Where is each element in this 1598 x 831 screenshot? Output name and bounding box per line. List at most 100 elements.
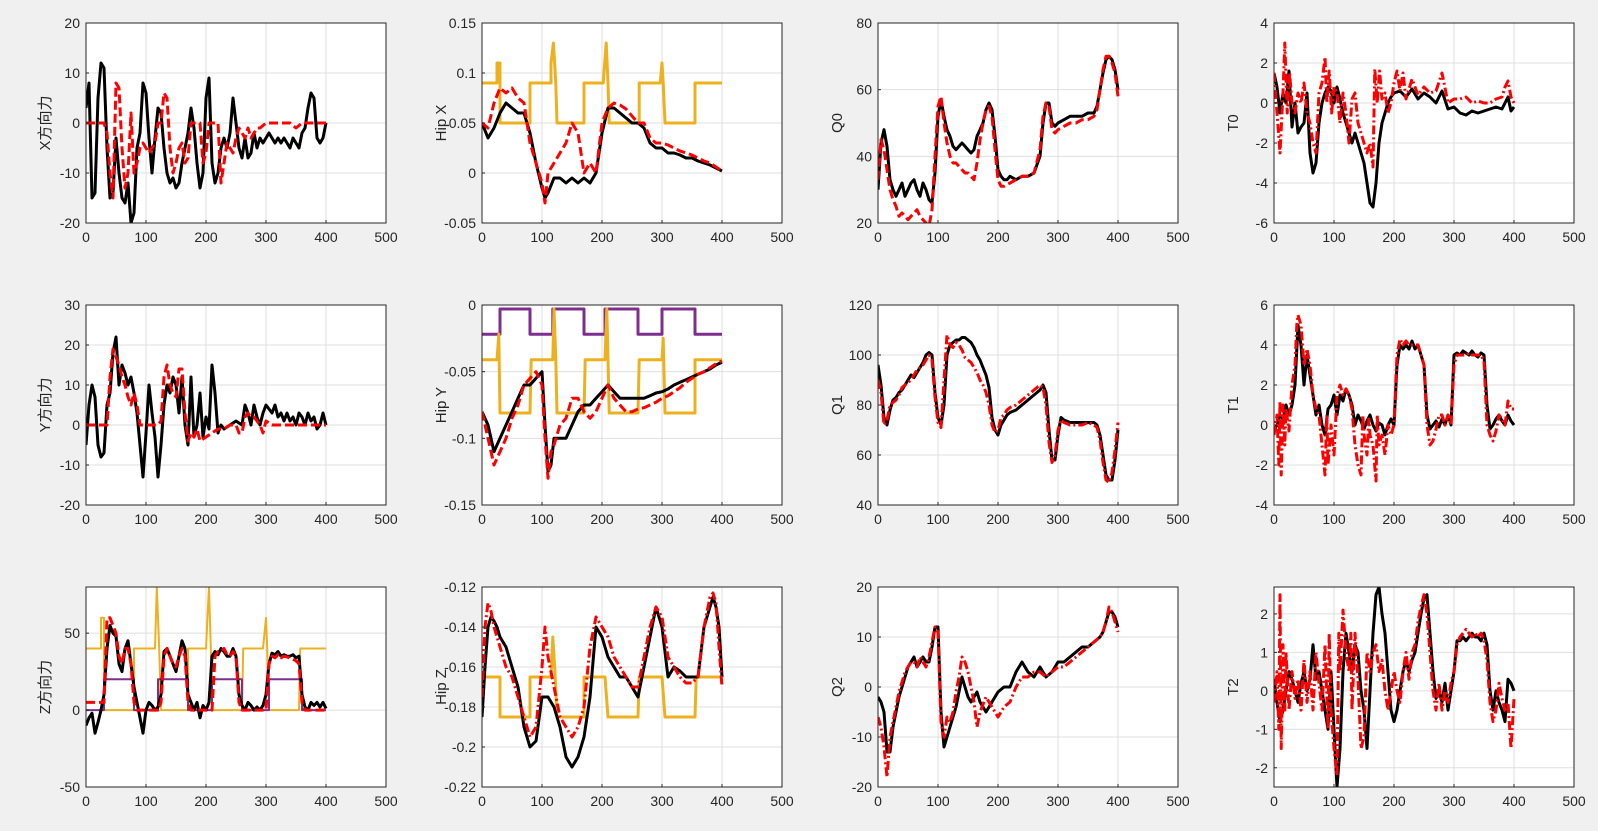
x-tick-label: 300 [650,511,674,527]
x-tick-label: 0 [1270,511,1278,527]
y-tick-label: -50 [60,779,80,795]
x-tick-label: 100 [1322,511,1346,527]
y-tick-label: -10 [60,165,80,181]
y-tick-label: -0.18 [444,699,476,715]
y-tick-label: 0.15 [449,15,476,31]
x-tick-label: 100 [1322,229,1346,245]
axes-box [1273,586,1575,788]
y-tick-label: 80 [856,15,872,31]
subplot-0-2: 0 100 200 300 400 500 20 40 60 80 Q0 [829,15,1190,245]
x-tick-label: 400 [710,229,734,245]
y-axis-label: Hip Y [433,387,450,423]
y-tick-label: -0.12 [444,579,476,595]
series-line-2 [482,360,723,474]
y-tick-label: -0.14 [444,619,476,635]
y-tick-label: 0 [1260,683,1268,699]
y-tick-label: 20 [64,337,80,353]
y-axis-label: Y方向力 [37,377,54,432]
subplot-0-0: 0 100 200 300 400 500 -20 -10 0 10 20 X方向力 [37,15,398,245]
x-tick-label: 200 [986,793,1010,809]
axes-box [1273,22,1575,224]
y-tick-label: -10 [60,457,80,473]
subplot-2-2: 0 100 200 300 400 500 -20 -10 0 10 20 Q2 [829,579,1190,809]
x-tick-label: 0 [874,511,882,527]
y-axis-label: T2 [1225,678,1242,696]
series-line-1 [878,605,1120,779]
series-group [1274,41,1516,209]
y-tick-label: 0 [1260,417,1268,433]
plot-area [878,23,1178,223]
axes-box [85,304,387,506]
y-tick-label: -2 [1256,135,1269,151]
y-axis-label: X方向力 [37,95,54,150]
x-tick-label: 300 [650,793,674,809]
x-tick-label: 200 [1382,511,1406,527]
y-tick-label: 20 [856,579,872,595]
series-group [86,587,328,735]
x-tick-label: 100 [926,793,950,809]
x-tick-label: 0 [1270,793,1278,809]
x-tick-label: 100 [530,511,554,527]
series-line-0 [1274,69,1516,209]
subplot-1-2: 0 100 200 300 400 500 40 60 80 100 120 Q1 [829,297,1190,527]
x-tick-label: 500 [374,511,398,527]
x-tick-label: 200 [194,793,218,809]
series-group [86,335,328,479]
x-tick-label: 0 [874,229,882,245]
series-group [482,307,723,480]
y-tick-label: 40 [856,148,872,164]
series-line-0 [86,335,328,479]
series-group [878,333,1120,484]
y-tick-label: 0 [72,417,80,433]
series-line-1 [878,333,1120,484]
x-tick-label: 400 [314,793,338,809]
x-tick-label: 400 [710,511,734,527]
axes-box [1273,304,1575,506]
series-line-1 [878,54,1120,223]
series-line-1 [482,595,724,769]
x-tick-label: 400 [1106,229,1130,245]
y-tick-label: -20 [852,779,872,795]
series-line-1 [482,307,722,415]
subplot-2-1: 0 100 200 300 400 500 -0.22 -0.2 -0.18 -0.16 -0.14… [433,579,794,809]
y-tick-label: -10 [852,729,872,745]
series-line-1 [1274,41,1516,169]
x-tick-label: 0 [478,511,486,527]
x-tick-label: 300 [1046,793,1070,809]
y-tick-label: 60 [856,82,872,98]
y-tick-label: -4 [1256,497,1269,513]
series-group [482,591,724,769]
y-axis-label: Z方向力 [37,660,54,714]
x-tick-label: 200 [590,229,614,245]
y-tick-label: -6 [1256,215,1269,231]
plot-area [482,305,782,505]
y-tick-label: 2 [1260,606,1268,622]
series-line-3 [86,616,326,712]
series-group [482,41,723,205]
y-tick-label: 100 [849,347,873,363]
y-tick-label: 4 [1260,337,1268,353]
x-tick-label: 100 [134,511,158,527]
x-tick-label: 400 [314,511,338,527]
axes-box [481,586,783,788]
series-line-3 [482,359,723,480]
subplot-1-1: 0 100 200 300 400 500 -0.15 -0.1 -0.05 0 Hip Y [433,297,794,527]
y-tick-label: -1 [1256,721,1269,737]
x-tick-label: 100 [1322,793,1346,809]
x-tick-label: 400 [1502,511,1526,527]
x-tick-label: 400 [710,793,734,809]
y-tick-label: 2 [1260,55,1268,71]
x-tick-label: 300 [1442,229,1466,245]
series-line-1 [86,81,326,200]
y-tick-label: 120 [849,297,873,313]
x-tick-label: 300 [254,511,278,527]
subplot-1-3: 0 100 200 300 400 500 -4 -2 0 2 4 6 T1 [1225,297,1586,527]
series-line-1 [86,347,326,443]
x-tick-label: 300 [1046,511,1070,527]
x-tick-label: 500 [1562,229,1586,245]
series-line-0 [86,61,328,223]
x-tick-label: 500 [1562,511,1586,527]
